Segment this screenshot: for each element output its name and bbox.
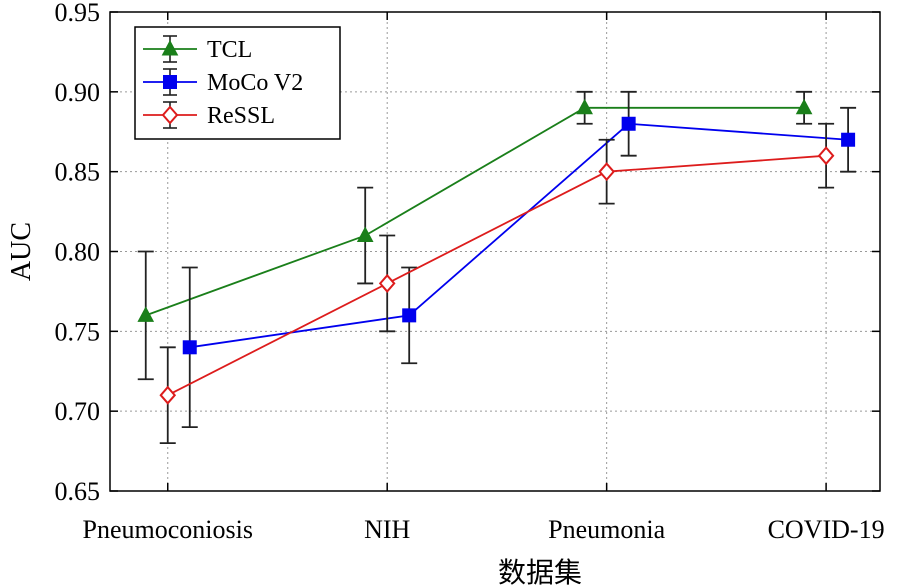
grid [110, 12, 880, 491]
x-tick-label: Pneumonia [548, 515, 665, 544]
data-point [356, 226, 374, 243]
data-point [378, 273, 396, 293]
y-tick-label: 0.90 [55, 78, 101, 107]
data-point [817, 146, 835, 166]
legend-marker [163, 75, 177, 89]
data-point [841, 132, 856, 147]
legend-item: TCL [143, 35, 252, 63]
series-line [189, 122, 849, 349]
x-tick-label: Pneumoconiosis [83, 515, 253, 544]
legend: TCL MoCo V2 ReSSL [134, 26, 341, 140]
legend-marker [161, 39, 179, 56]
y-tick-label: 0.95 [55, 0, 101, 27]
y-tick-label: 0.65 [55, 477, 101, 506]
x-tick-label: COVID-19 [768, 515, 885, 544]
legend-label: TCL [207, 37, 252, 63]
y-tick-label: 0.75 [55, 317, 101, 346]
y-tick-label: 0.70 [55, 397, 101, 426]
legend-item: MoCo V2 [143, 68, 303, 96]
legend-item: ReSSL [143, 101, 275, 129]
data-point [598, 162, 615, 182]
data-point [159, 385, 177, 405]
legend-label: MoCo V2 [207, 70, 303, 96]
y-tick-label: 0.85 [55, 158, 101, 187]
series-tcl [137, 90, 813, 381]
series-line [145, 106, 805, 317]
x-axis-title: 数据集 [498, 557, 582, 588]
legend-label: ReSSL [207, 103, 275, 129]
data-point [576, 98, 593, 115]
series-ressl [159, 122, 835, 445]
series-line [167, 154, 827, 397]
series-moco-v2 [181, 90, 857, 429]
data-point [621, 116, 636, 131]
data-point [137, 306, 155, 322]
y-tick-label: 0.80 [55, 238, 101, 267]
x-tick-label: NIH [364, 515, 410, 544]
data-point [402, 308, 417, 323]
y-axis-title: AUC [6, 222, 37, 281]
data-point [795, 98, 813, 115]
legend-marker [161, 105, 179, 125]
data-point [182, 340, 197, 355]
